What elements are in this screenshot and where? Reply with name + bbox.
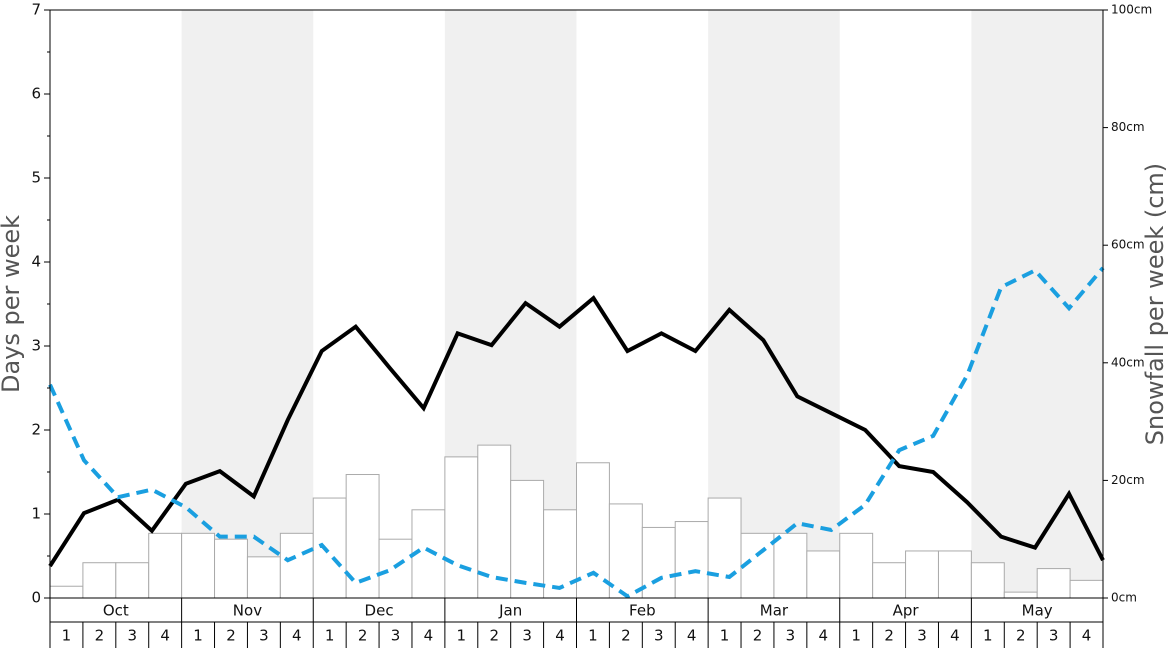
bar	[773, 532, 808, 599]
x-tick-label: 2	[358, 627, 368, 645]
y2-tick-label: 60cm	[1111, 238, 1145, 252]
x-tick-label: 1	[62, 627, 72, 645]
x-tick-label: 4	[555, 627, 565, 645]
bar	[444, 456, 479, 599]
x-tick-label: 3	[259, 627, 269, 645]
x-tick-label: 3	[1049, 627, 1059, 645]
x-tick-label: 1	[851, 627, 861, 645]
bar	[608, 503, 643, 599]
y2-tick-label: 80cm	[1111, 120, 1145, 134]
y-tick-label: 5	[31, 169, 41, 187]
bar	[1036, 568, 1071, 599]
x-tick-label: 3	[654, 627, 664, 645]
y-axis-title: Days per week	[0, 215, 25, 393]
bar	[115, 562, 150, 599]
month-label: Dec	[365, 602, 394, 620]
x-tick-label: 2	[95, 627, 105, 645]
bar	[641, 526, 676, 599]
x-tick-label: 4	[292, 627, 302, 645]
x-tick-label: 1	[193, 627, 203, 645]
x-tick-label: 4	[819, 627, 829, 645]
bar	[510, 479, 545, 599]
y2-tick-label: 40cm	[1111, 355, 1145, 369]
x-tick-label: 1	[588, 627, 598, 645]
bar	[905, 550, 939, 599]
x-tick-label: 4	[687, 627, 697, 645]
month-label: Feb	[629, 602, 656, 620]
bar	[1069, 579, 1104, 599]
y2-tick-label: 20cm	[1111, 473, 1145, 487]
bar	[214, 538, 248, 599]
x-tick-label: 2	[621, 627, 631, 645]
x-tick-label: 4	[1082, 627, 1092, 645]
x-tick-label: 3	[391, 627, 401, 645]
y-tick-label: 2	[31, 421, 41, 439]
bar	[49, 585, 84, 599]
bar	[279, 532, 314, 599]
y-tick-label: 0	[31, 589, 41, 607]
x-tick-label: 2	[1016, 627, 1026, 645]
x-tick-label: 1	[457, 627, 467, 645]
x-tick-label: 3	[522, 627, 532, 645]
bar	[839, 532, 874, 599]
x-tick-label: 4	[950, 627, 960, 645]
month-label: Jan	[498, 602, 522, 620]
x-tick-label: 2	[753, 627, 763, 645]
x-tick-label: 3	[786, 627, 796, 645]
month-label: Mar	[760, 602, 789, 620]
line	[48, 266, 1105, 599]
bar	[674, 521, 709, 599]
bar	[148, 532, 183, 599]
bar	[806, 550, 841, 599]
x-tick-label: 1	[983, 627, 993, 645]
y2-tick-label: 100cm	[1111, 3, 1152, 17]
bar	[872, 562, 907, 599]
month-label: Nov	[233, 602, 262, 620]
x-tick-label: 3	[917, 627, 927, 645]
y-tick-label: 6	[31, 85, 41, 103]
x-tick-label: 2	[884, 627, 894, 645]
y-tick-label: 3	[31, 337, 41, 355]
month-band	[971, 10, 1103, 598]
y2-tick-label: 0cm	[1111, 591, 1137, 605]
bar	[246, 556, 281, 599]
bar	[543, 509, 577, 599]
bar	[970, 562, 1005, 599]
y2-axis-title: Snowfall per week (cm)	[1141, 163, 1168, 445]
x-tick-label: 2	[489, 627, 499, 645]
month-label: Apr	[893, 602, 920, 620]
x-tick-label: 4	[160, 627, 170, 645]
bar	[181, 532, 216, 599]
bar	[937, 550, 972, 599]
x-tick-label: 1	[720, 627, 730, 645]
bar	[82, 562, 117, 599]
bar	[312, 497, 347, 599]
month-label: Oct	[103, 602, 129, 620]
y-tick-label: 4	[31, 253, 41, 271]
x-tick-label: 3	[127, 627, 137, 645]
y-tick-label: 7	[31, 1, 41, 19]
y-tick-label: 1	[31, 505, 41, 523]
x-tick-label: 1	[325, 627, 335, 645]
x-tick-label: 2	[226, 627, 236, 645]
month-band	[181, 10, 314, 598]
bar	[576, 462, 610, 599]
x-tick-label: 4	[424, 627, 434, 645]
month-label: May	[1022, 602, 1053, 620]
bar	[707, 497, 742, 599]
line	[48, 295, 1105, 568]
bar	[1003, 591, 1038, 599]
